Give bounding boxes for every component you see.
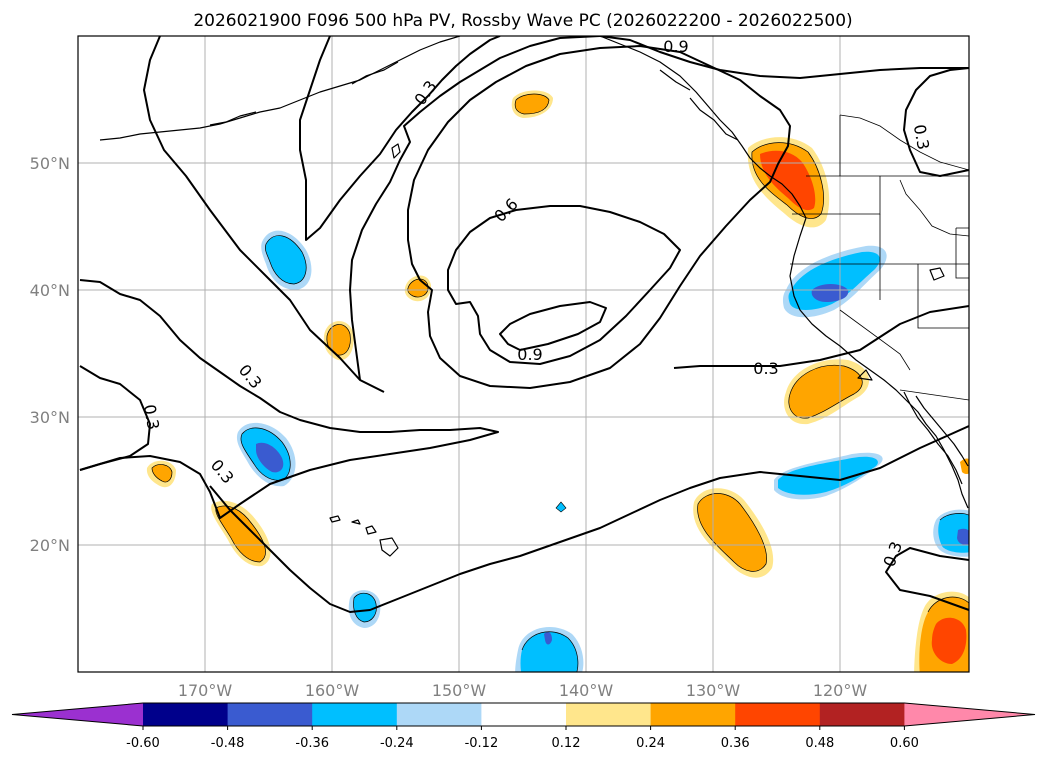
colorbar-segment: [735, 703, 821, 726]
contour-label: 0.9: [517, 345, 542, 364]
colorbar-tick-label: -0.48: [211, 736, 245, 751]
pv-contours: [79, 36, 969, 613]
y-tick-label: 40°N: [30, 281, 70, 300]
colorbar-tick-label: 0.48: [805, 736, 834, 751]
colorbar-extend-min: [12, 703, 143, 726]
baja-coast: [903, 391, 963, 485]
contour-0.6-inner: [447, 205, 681, 365]
x-tick-label: 170°W: [178, 681, 233, 700]
x-axis-labels: 170°W 160°W 150°W 140°W 130°W 120°W: [178, 681, 868, 700]
alaska-gulf-coast: [599, 36, 807, 219]
gridlines: [78, 36, 969, 672]
contour-0.3-closed-east: [903, 67, 969, 177]
y-axis-labels: 50°N 40°N 30°N 20°N: [30, 154, 70, 555]
colorbar: -0.60 -0.48 -0.36 -0.24 -0.12 0.12 0.24 0.36 0.4…: [11, 702, 1036, 751]
x-tick-label: 130°W: [686, 681, 741, 700]
hawaii-islands: [329, 515, 399, 557]
y-tick-label: 50°N: [30, 154, 70, 173]
colorbar-segment: [650, 703, 736, 726]
contour-0.3-trough-west: [299, 36, 501, 241]
anomaly-outlines: [151, 93, 969, 672]
contour-0.3-ridge: [349, 36, 601, 381]
colorbar-segment: [312, 703, 398, 726]
contour-0.3-west: [79, 279, 499, 519]
x-tick-label: 120°W: [813, 681, 868, 700]
colorbar-segment: [227, 703, 313, 726]
y-tick-label: 30°N: [30, 408, 70, 427]
x-tick-label: 150°W: [432, 681, 487, 700]
colorbar-segment: [143, 703, 229, 726]
us-west-coast: [789, 217, 969, 509]
contour-label: 0.3: [910, 123, 933, 151]
contour-0.3-east-mid: [673, 305, 969, 369]
colorbar-tick-label: -0.60: [126, 736, 160, 751]
contour-label: 0.9: [663, 37, 688, 56]
colorbar-tick-label: 0.24: [636, 736, 665, 751]
contour-0.3-south: [209, 425, 969, 613]
alaska-peninsula-coast: [99, 36, 461, 141]
contour-0.6: [407, 45, 791, 389]
contour-0.9: [499, 301, 607, 351]
colorbar-tick-label: -0.24: [380, 736, 414, 751]
colorbar-tick-label: -0.12: [465, 736, 499, 751]
colorbar-segment: [566, 703, 652, 726]
colorbar-segment: [396, 703, 482, 726]
colorbar-segment: [819, 703, 905, 726]
x-tick-label: 160°W: [305, 681, 360, 700]
anomaly-pnw-positive: [747, 137, 830, 228]
plot-frame: [77, 35, 970, 673]
contour-label: 0.3: [140, 403, 163, 431]
colorbar-extend-max: [904, 703, 1035, 726]
contour-0.3-outer: [79, 365, 151, 471]
colorbar-segment: [481, 703, 567, 726]
plot-area: 0.3 0.3 0.3 0.3 0.3 0.3 0.6 0.9 0.9 0.3: [78, 36, 969, 672]
x-tick-label: 140°W: [559, 681, 614, 700]
y-tick-label: 20°N: [30, 536, 70, 555]
chart-title: 2026021900 F096 500 hPa PV, Rossby Wave …: [193, 11, 852, 31]
colorbar-tick-label: 0.12: [552, 736, 581, 751]
contour-0.3-se: [885, 547, 969, 611]
coastlines: [99, 36, 969, 557]
contour-label: 0.3: [753, 359, 778, 378]
contour-0.3-north-loop: [143, 36, 385, 393]
colorbar-tick-label: 0.36: [721, 736, 750, 751]
anomaly-tiny-142w: [555, 501, 567, 513]
colorbar-tick-label: -0.36: [295, 736, 329, 751]
colorbar-tick-label: 0.60: [890, 736, 919, 751]
